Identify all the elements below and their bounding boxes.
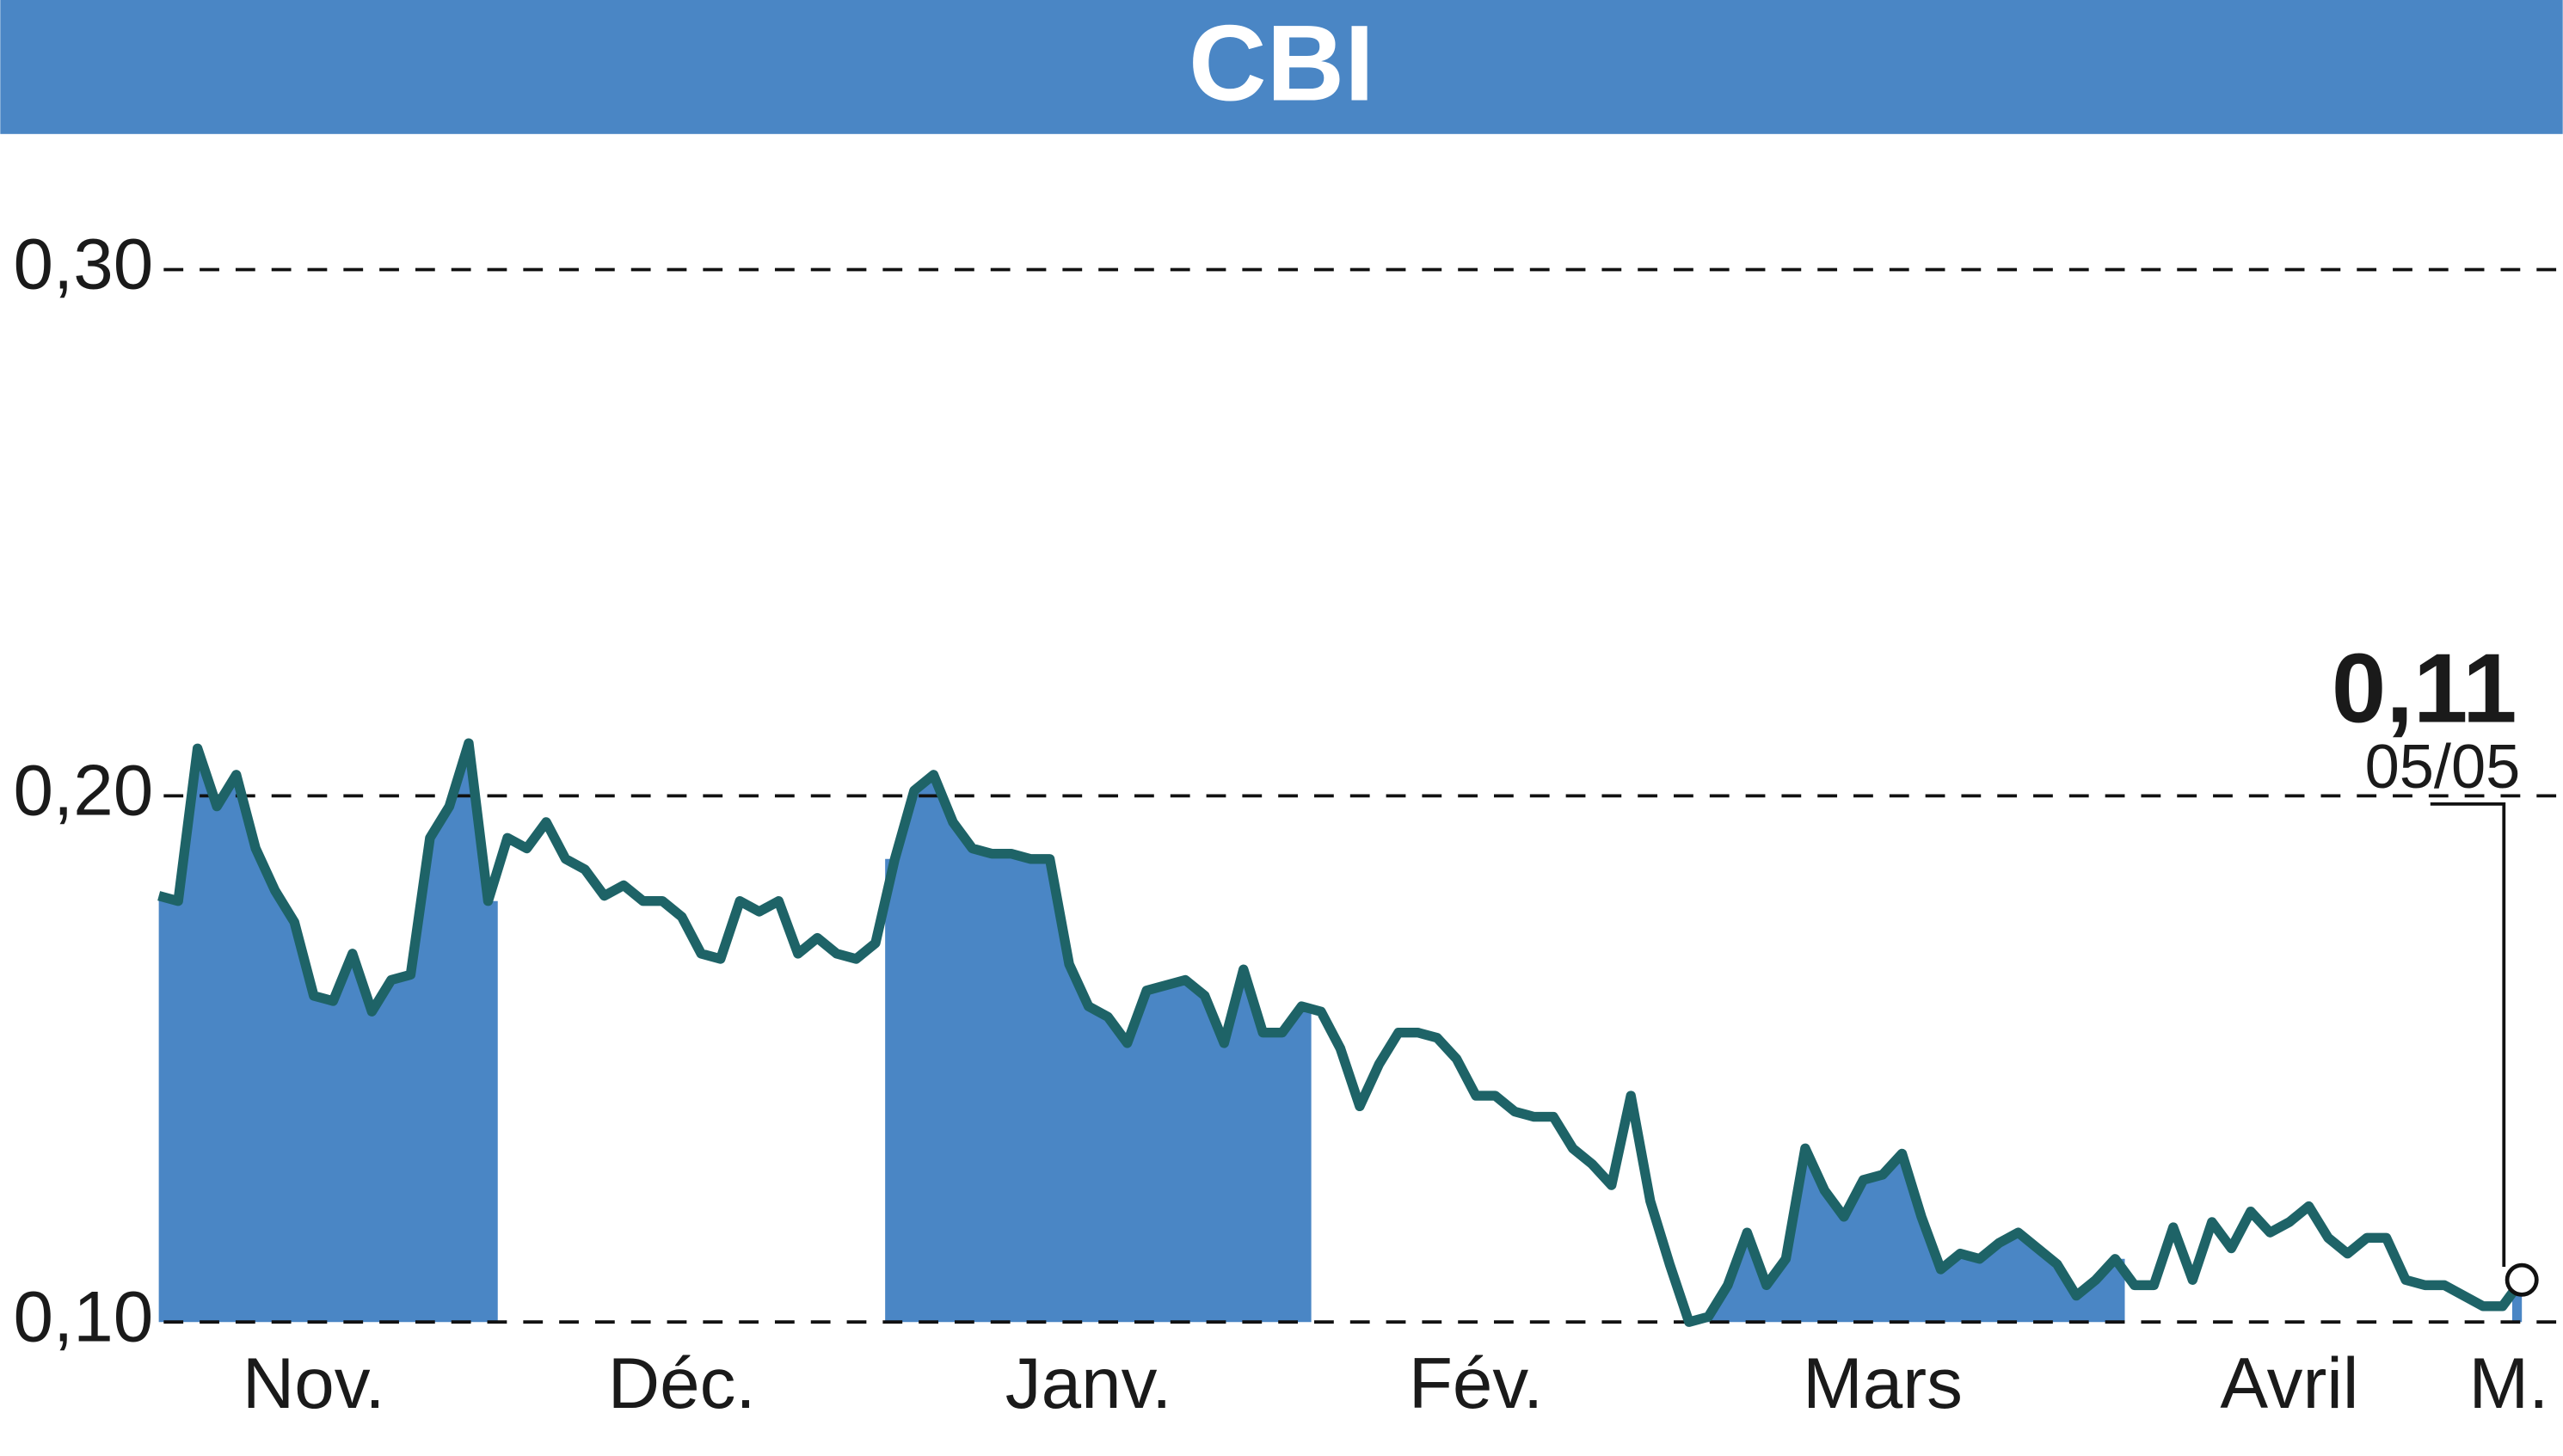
y-tick-label: 0,30 — [14, 224, 154, 304]
leader-line — [2430, 802, 2506, 1268]
month-area — [885, 774, 1312, 1323]
x-tick-label: Nov. — [243, 1342, 385, 1423]
x-tick-label: Avril — [2220, 1342, 2358, 1423]
last-point — [2505, 1262, 2539, 1297]
x-tick-label: Fév. — [1409, 1342, 1543, 1423]
chart-title: CBI — [1189, 3, 1374, 124]
y-tick-label: 0,20 — [14, 749, 154, 830]
header-bar — [0, 0, 2563, 134]
price-line — [157, 738, 2526, 1327]
x-tick-label: M. — [2469, 1342, 2549, 1423]
x-tick-label: Janv. — [1005, 1342, 1172, 1423]
last-date-label: 05/05 — [2365, 733, 2521, 802]
x-tick-label: Déc. — [608, 1342, 756, 1423]
month-area — [1679, 1148, 2125, 1323]
x-tick-label: Mars — [1803, 1342, 1963, 1423]
month-area — [158, 743, 498, 1323]
last-value-label: 0,11 — [2332, 635, 2517, 744]
y-tick-label: 0,10 — [14, 1275, 154, 1356]
